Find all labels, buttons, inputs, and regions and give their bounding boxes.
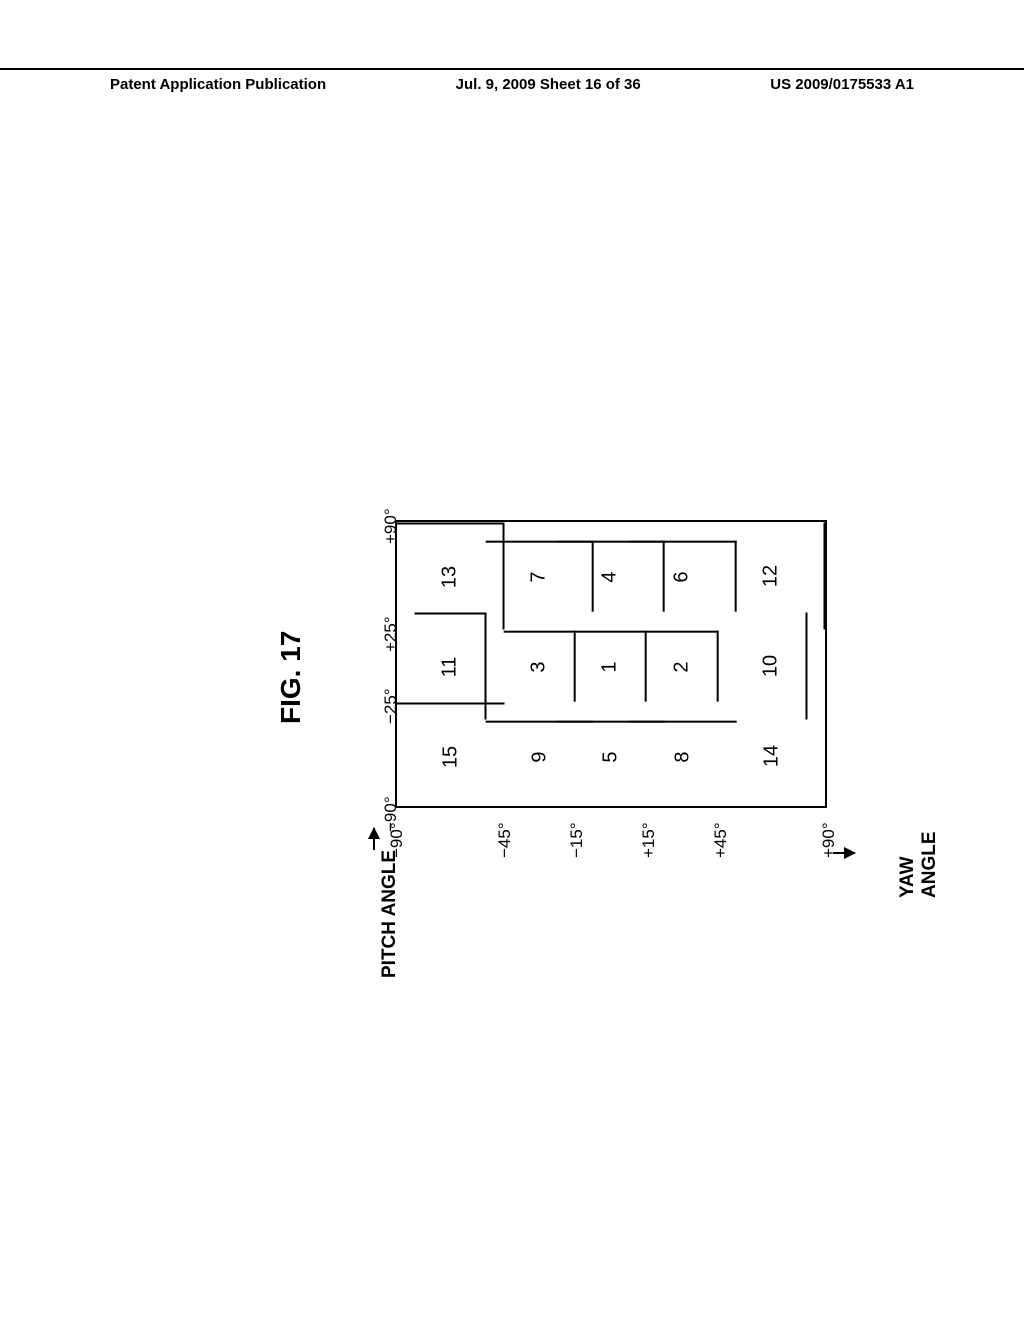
x-axis-label: YAW ANGLE [897,832,941,899]
yaw-tick: +90° [819,822,839,858]
y-axis-arrow [373,828,375,850]
yaw-tick: +15° [639,822,659,858]
yaw-tick: −45° [495,822,515,858]
y-axis-label: PITCH ANGLE [379,850,401,978]
yaw-tick: +45° [711,822,731,858]
header-center: Jul. 9, 2009 Sheet 16 of 36 [456,76,641,93]
grid-row: 1595814 [397,702,825,810]
pitch-tick: −25° [381,688,401,724]
grid-cell: 1 [575,630,647,701]
grid-cell: 2 [646,630,718,701]
angle-grid: 137461211312101595814 [395,520,827,808]
grid-cell: 14 [718,703,826,810]
pitch-tick: +25° [381,616,401,652]
figure-label: FIG. 17 [275,631,307,724]
grid-cell: 3 [504,630,576,701]
header-right: US 2009/0175533 A1 [770,76,1024,93]
pitch-tick: +90° [381,508,401,544]
figure-17: FIG. 17 PITCH ANGLE YAW ANGLE 1374612113… [200,260,860,1120]
grid-row: 1131210 [397,630,825,702]
yaw-tick: −15° [567,822,587,858]
yaw-tick: −90° [387,822,407,858]
page-header: Patent Application Publication Jul. 9, 2… [0,68,1024,93]
header-left: Patent Application Publication [0,76,326,93]
